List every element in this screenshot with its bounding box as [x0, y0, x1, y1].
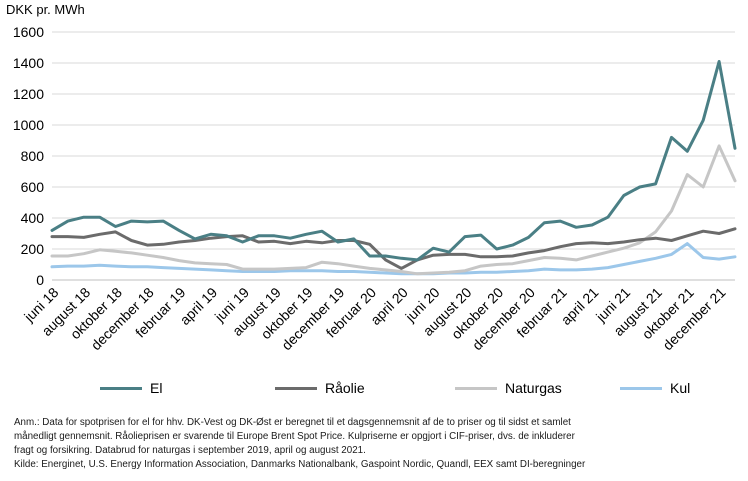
series-line-naturgas — [50, 144, 737, 276]
legend-swatch — [620, 386, 662, 390]
note-line-3: fragt og forsikring. Databrud for naturg… — [14, 445, 366, 456]
legend-swatch — [275, 386, 317, 390]
y-tick-label: 600 — [21, 179, 45, 195]
note-line-1: Anm.: Data for spotprisen for el for hhv… — [14, 417, 571, 428]
y-tick-label: 800 — [21, 148, 45, 164]
series-line-el — [50, 60, 737, 262]
y-tick-label: 400 — [21, 210, 45, 226]
legend-item-råolie: Råolie — [275, 380, 365, 396]
legend-swatch — [100, 386, 142, 390]
y-tick-label: 1000 — [13, 117, 44, 133]
legend-item-naturgas: Naturgas — [455, 380, 562, 396]
legend: El Råolie Naturgas Kul — [0, 380, 748, 400]
y-tick-labels: 0 200 400 600 800 1000 1200 1400 1600 — [13, 24, 44, 288]
series-råolie — [50, 227, 737, 270]
series-kul — [50, 242, 737, 276]
chart-notes: Anm.: Data for spotprisen for el for hhv… — [14, 416, 739, 472]
series-line-kul — [50, 242, 737, 276]
legend-label: Råolie — [325, 380, 365, 396]
series-naturgas — [50, 144, 737, 276]
source-line: Kilde: Energinet, U.S. Energy Informatio… — [14, 459, 586, 470]
y-tick-label: 1200 — [13, 86, 44, 102]
series-line-råolie — [50, 227, 737, 270]
series-lines — [50, 60, 737, 276]
y-axis-label: DKK pr. MWh — [6, 2, 85, 17]
y-tick-label: 1400 — [13, 55, 44, 71]
note-line-2: månedligt gennemsnit. Råolieprisen er sv… — [14, 431, 575, 442]
line-chart: 0 200 400 600 800 1000 1200 1400 1600 juni 18aug… — [6, 2, 737, 353]
y-tick-label: 1600 — [13, 24, 44, 40]
legend-swatch — [455, 386, 497, 390]
y-tick-label: 0 — [36, 272, 44, 288]
legend-item-kul: Kul — [620, 380, 690, 396]
y-tick-label: 200 — [21, 241, 45, 257]
series-el — [50, 60, 737, 262]
legend-item-el: El — [100, 380, 162, 396]
legend-label: Naturgas — [505, 380, 562, 396]
legend-label: El — [150, 380, 163, 396]
gridlines — [52, 31, 735, 281]
legend-label: Kul — [670, 380, 691, 396]
